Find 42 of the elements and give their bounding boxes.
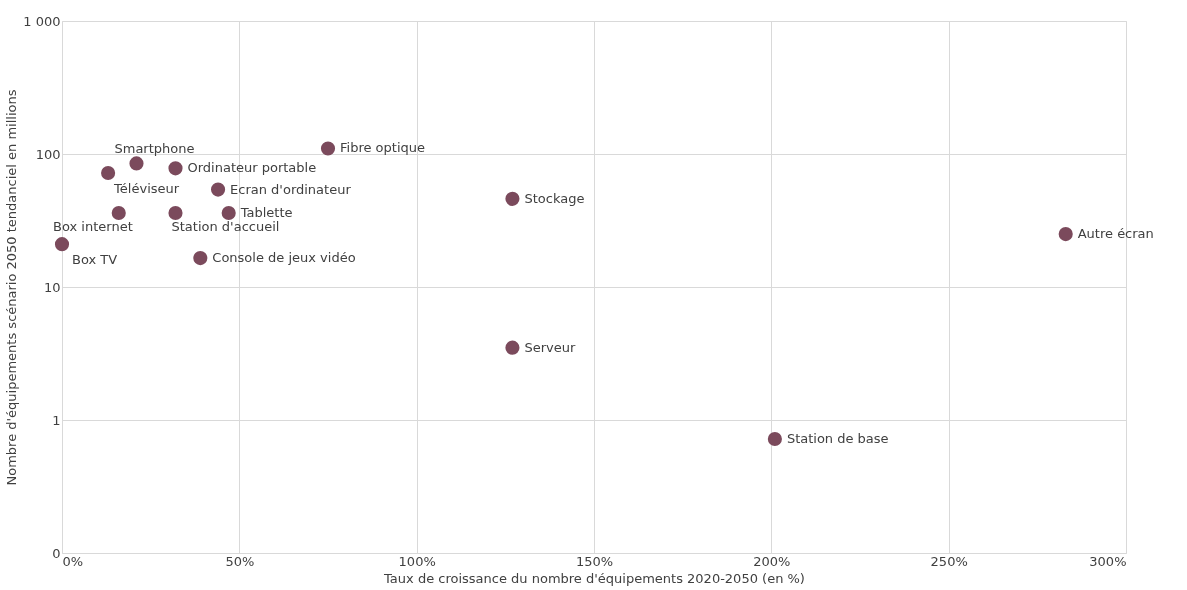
series-label: Autre écran: [1077, 226, 1154, 242]
series-label: Stockage: [524, 190, 585, 206]
point: [221, 205, 236, 221]
point: [168, 205, 183, 221]
series-label: Serveur: [524, 339, 576, 355]
point: [505, 191, 520, 206]
point: [129, 156, 144, 171]
point: [505, 340, 520, 355]
point: [320, 141, 336, 156]
x-tick-label: 300%: [1089, 553, 1127, 569]
x-tick-label: 150%: [575, 553, 614, 569]
y-tick-label: 1: [52, 412, 61, 428]
y-tick-label: 1 000: [23, 13, 61, 29]
y-tick-label: 100: [35, 146, 61, 162]
x-tick-label: 50%: [225, 553, 255, 569]
series-label: Station de base: [786, 430, 889, 446]
point: [210, 182, 226, 197]
x-tick-label: 250%: [930, 553, 968, 569]
x-tick-label: 100%: [398, 553, 436, 569]
point: [193, 251, 208, 266]
x-tick-label: 0%: [62, 553, 84, 569]
point: [101, 165, 116, 181]
point: [111, 205, 126, 221]
series-label: Station d'accueil: [171, 219, 280, 235]
point: [54, 237, 70, 252]
series-label: Ecran d'ordinateur: [230, 181, 352, 197]
point: [168, 161, 183, 176]
point: [767, 431, 782, 447]
series-label: Fibre optique: [340, 140, 425, 156]
series-label: Console de jeux vidéo: [212, 250, 356, 266]
series-label: Ordinateur portable: [187, 160, 317, 176]
y-axis-title: Nombre d'équipements scénario 2050 tendanciel en millions: [4, 89, 20, 486]
y-tick-label: 0: [52, 545, 61, 561]
x-tick-label: 200%: [753, 553, 791, 569]
point: [1058, 227, 1073, 242]
series-label: Box TV: [72, 252, 118, 268]
x-axis-title: Taux de croissance du nombre d'équipements 2020-2050 (en %): [383, 570, 805, 586]
series-label: Téléviseur: [113, 180, 180, 196]
series-label: Box internet: [53, 219, 133, 235]
series-label: Tablette: [239, 205, 293, 221]
series-label: Smartphone: [114, 141, 195, 157]
y-tick-label: 10: [43, 279, 61, 295]
